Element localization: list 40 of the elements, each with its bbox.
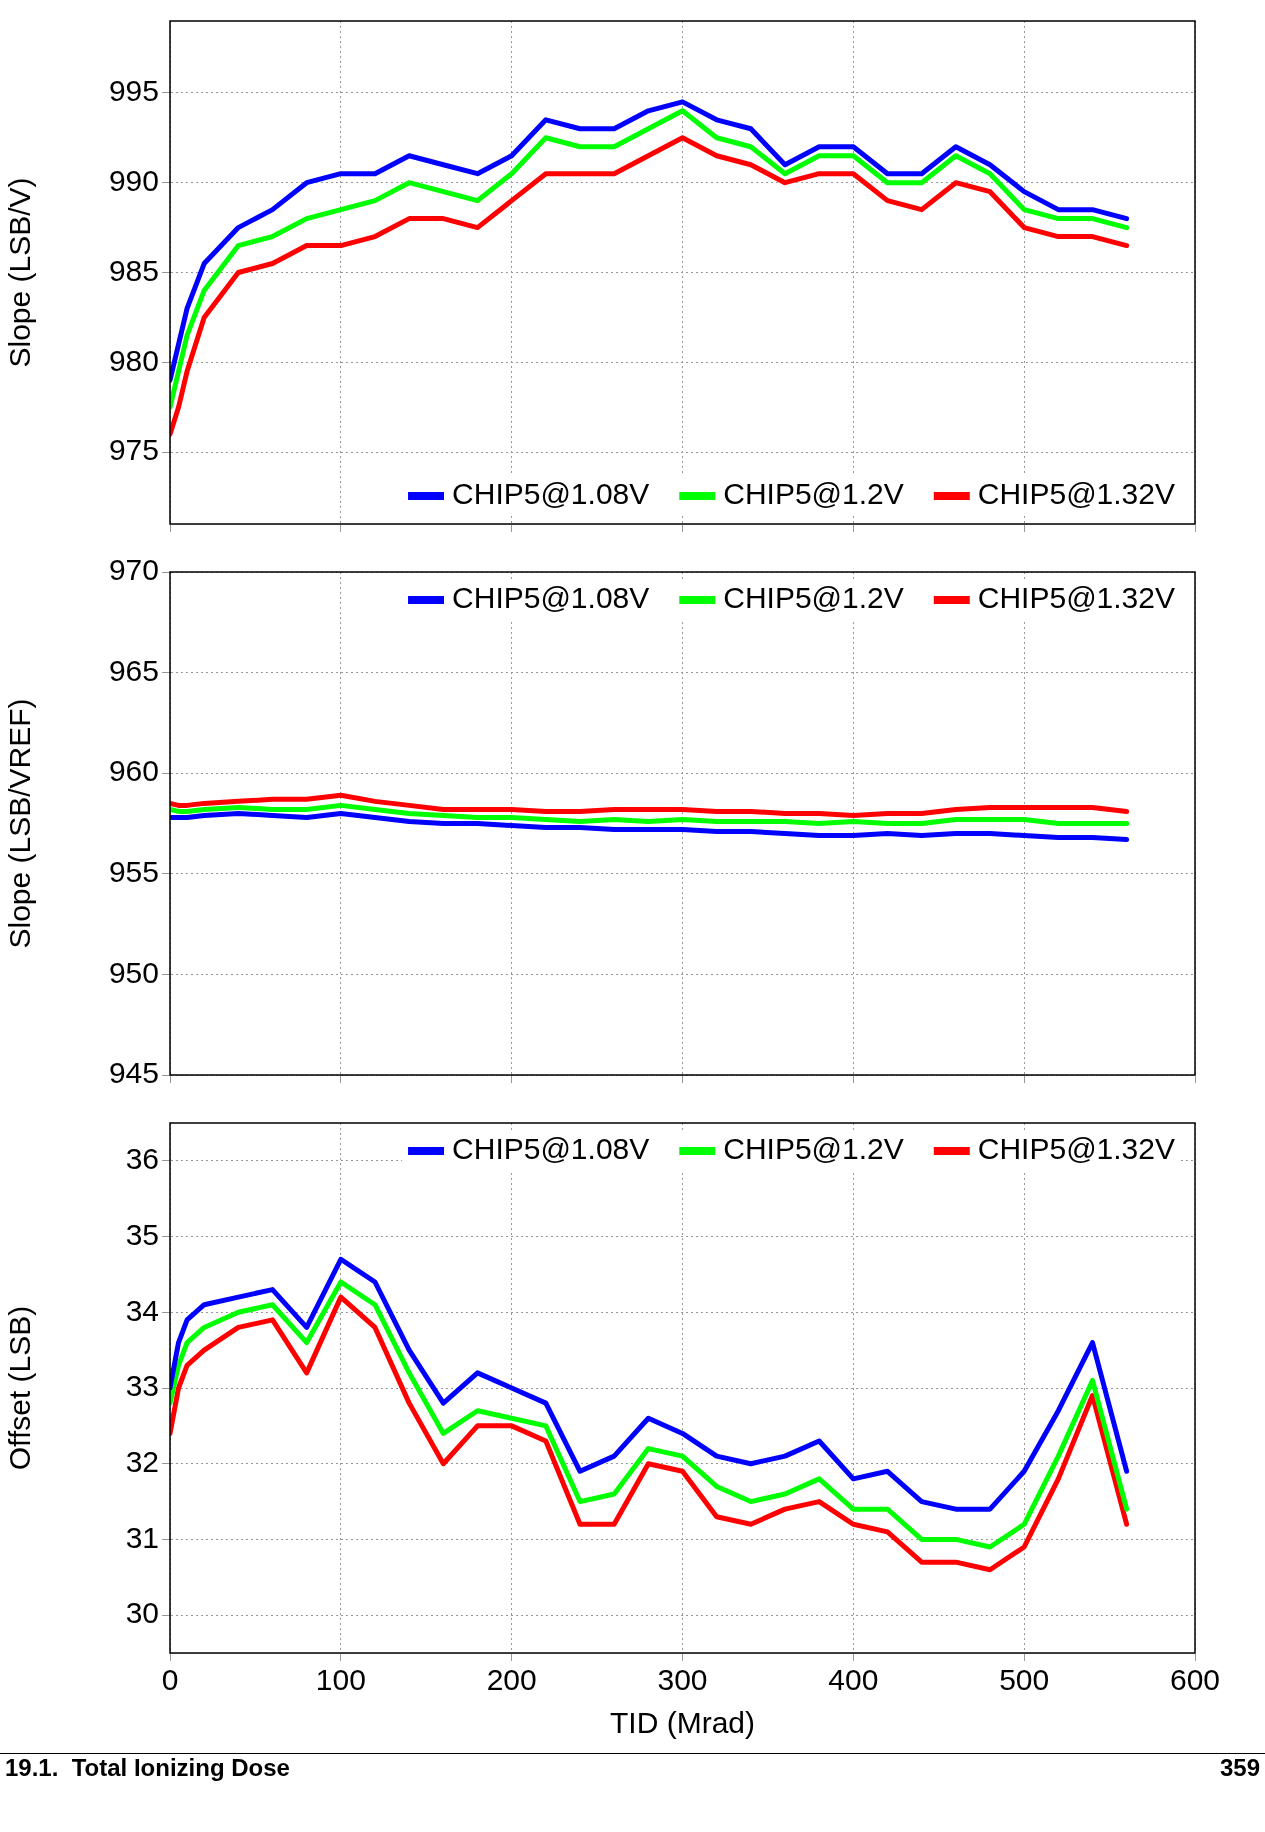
- legend-label: CHIP5@1.32V: [977, 1132, 1176, 1166]
- x-tick-label: 100: [315, 1663, 366, 1697]
- x-tick-label: 400: [828, 1663, 879, 1697]
- y-tick-label: 36: [125, 1142, 159, 1176]
- legend-label: CHIP5@1.2V: [723, 477, 904, 511]
- y-tick-label: 32: [125, 1444, 159, 1478]
- x-tick-label: 300: [657, 1663, 708, 1697]
- x-axis-title: TID (Mrad): [610, 1706, 755, 1740]
- legend-label: CHIP5@1.2V: [723, 1132, 904, 1166]
- y-tick-label: 34: [125, 1293, 159, 1327]
- y-axis-title: Offset (LSB): [3, 1305, 37, 1471]
- legend-label: CHIP5@1.2V: [723, 581, 904, 615]
- x-tick-label: 200: [486, 1663, 537, 1697]
- y-tick-label: 955: [108, 855, 159, 889]
- legend-label: CHIP5@1.32V: [977, 477, 1176, 511]
- y-tick-label: 970: [108, 553, 159, 587]
- x-tick-label: 600: [1169, 1663, 1221, 1697]
- text: 19.1. Total Ionizing Dose: [5, 1754, 290, 1782]
- y-tick-label: 30: [125, 1596, 159, 1630]
- y-tick-label: 960: [108, 754, 159, 788]
- y-tick-label: 33: [125, 1369, 159, 1403]
- y-tick-label: 950: [108, 955, 159, 989]
- y-tick-label: 975: [108, 433, 159, 467]
- legend-label: CHIP5@1.08V: [452, 581, 650, 615]
- y-tick-label: 995: [108, 74, 159, 108]
- text: 359: [1219, 1754, 1260, 1782]
- y-axis-title: Slope (LSB/V): [3, 177, 37, 368]
- y-tick-label: 31: [125, 1520, 159, 1554]
- y-tick-label: 990: [108, 163, 159, 197]
- y-tick-label: 945: [108, 1056, 159, 1090]
- y-tick-label: 35: [125, 1217, 159, 1251]
- x-tick-label: 0: [161, 1663, 179, 1697]
- y-tick-label: 985: [108, 253, 159, 287]
- legend-label: CHIP5@1.08V: [452, 477, 650, 511]
- y-tick-label: 980: [108, 343, 159, 377]
- legend-label: CHIP5@1.32V: [977, 581, 1176, 615]
- legend-label: CHIP5@1.08V: [452, 1132, 650, 1166]
- y-axis-title: Slope (LSB/VREF): [3, 698, 37, 949]
- y-tick-label: 965: [108, 653, 159, 687]
- x-tick-label: 500: [999, 1663, 1050, 1697]
